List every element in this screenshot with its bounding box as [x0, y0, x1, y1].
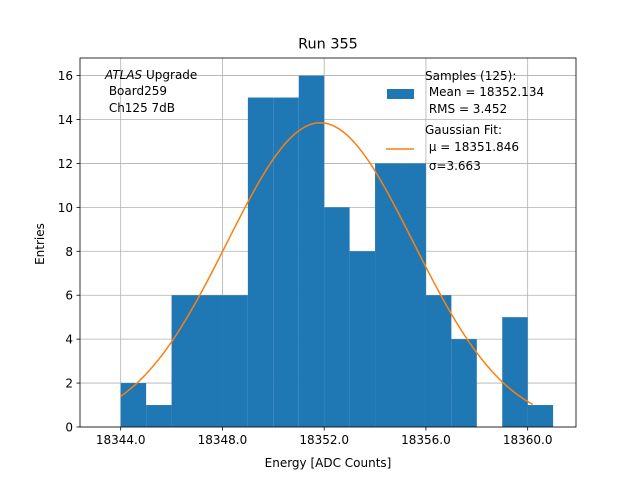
- histogram-bar: [349, 251, 376, 427]
- histogram-bar: [375, 163, 401, 427]
- histogram-bar: [527, 405, 554, 427]
- y-tick-label: 2: [65, 377, 73, 391]
- annotation-atlas: ATLAS: [104, 68, 143, 82]
- y-axis-label: Entries: [33, 223, 47, 265]
- x-tick-label: 18352.0: [299, 433, 349, 447]
- histogram-bar: [451, 339, 477, 427]
- histogram-bar: [247, 97, 274, 428]
- y-tick-label: 6: [65, 289, 73, 303]
- histogram-bar: [425, 295, 452, 427]
- histogram-bar: [146, 405, 172, 427]
- legend-samples-line-3: RMS = 3.452: [425, 102, 507, 116]
- chart-title: Run 355: [298, 37, 358, 53]
- legend: Samples (125): Mean = 18352.134 RMS = 3.…: [386, 69, 544, 173]
- histogram-bar: [120, 383, 147, 427]
- y-tick-label: 8: [65, 245, 73, 259]
- histogram-bar: [324, 207, 350, 427]
- annotation-line-2: Board259: [105, 84, 167, 98]
- histogram-bar: [502, 317, 528, 427]
- atlas-annotation: ATLAS Upgrade Board259 Ch125 7dB: [104, 68, 197, 115]
- legend-samples-line-2: Mean = 18352.134: [425, 85, 544, 99]
- legend-fit-line-1: Gaussian Fit:: [425, 123, 502, 137]
- legend-fit-line-2: μ = 18351.846: [425, 140, 519, 154]
- y-tick-label: 10: [58, 201, 73, 215]
- x-tick-label: 18348.0: [198, 433, 248, 447]
- y-tick-label: 16: [58, 69, 73, 83]
- annotation-upgrade: Upgrade: [142, 68, 197, 82]
- y-tick-label: 4: [65, 333, 73, 347]
- histogram-bar: [222, 295, 248, 427]
- axes: 18344.0 18348.0 18352.0 18356.0 18360.0 0 2 4 6 8…: [58, 57, 577, 447]
- x-axis-label: Energy [ADC Counts]: [265, 456, 392, 470]
- annotation-line-3: Ch125 7dB: [105, 101, 175, 115]
- histogram-bar: [273, 97, 299, 428]
- x-tick-label: 18360.0: [503, 433, 553, 447]
- legend-samples-line-1: Samples (125):: [425, 69, 516, 83]
- legend-fit-line-3: σ=3.663: [425, 159, 481, 173]
- histogram-bar: [171, 295, 198, 427]
- histogram-bar: [298, 75, 325, 428]
- histogram-bar: [197, 295, 223, 427]
- fit-curve: [120, 122, 534, 406]
- y-tick-label: 14: [58, 113, 73, 127]
- gaussian-fit: [120, 122, 534, 406]
- plot-frame: [79, 57, 577, 428]
- y-tick-label: 0: [65, 421, 73, 435]
- histogram-bar: [400, 163, 426, 427]
- y-tick-label: 12: [58, 157, 73, 171]
- legend-swatch-samples: [387, 89, 414, 99]
- x-tick-label: 18344.0: [96, 433, 146, 447]
- annotation-line-1: ATLAS Upgrade: [104, 68, 197, 82]
- x-tick-label: 18356.0: [401, 433, 451, 447]
